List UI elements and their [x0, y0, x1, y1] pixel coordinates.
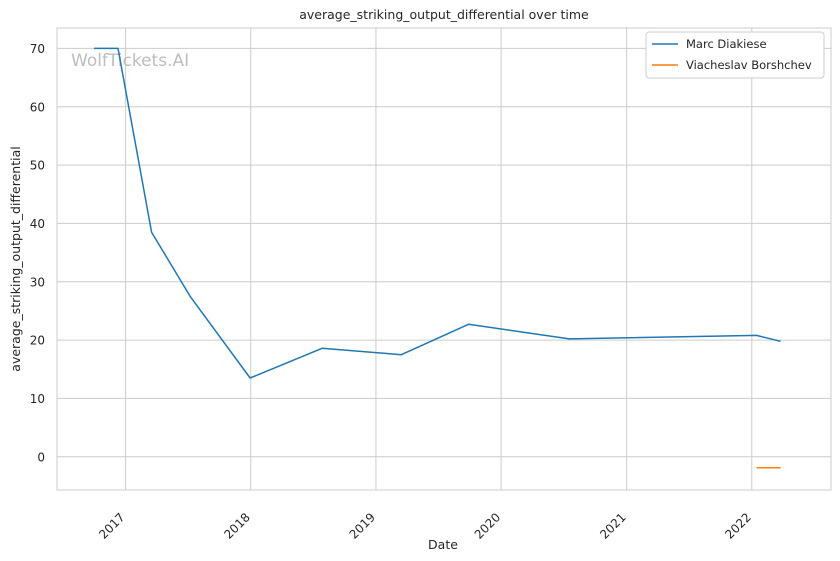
- x-axis-title: Date: [428, 537, 458, 552]
- series-line: [94, 47, 781, 379]
- y-tick-label: 50: [30, 159, 45, 173]
- y-tick-label: 30: [30, 275, 45, 289]
- y-tick-label: 10: [30, 392, 45, 406]
- y-axis-title: average_striking_output_differential: [8, 146, 23, 371]
- x-tick-label: 2018: [221, 510, 252, 541]
- x-tick-label: 2021: [597, 510, 628, 541]
- series-lines: [94, 47, 781, 469]
- legend: Marc Diakiese Viacheslav Borshchev: [645, 31, 825, 79]
- legend-box: [645, 31, 825, 79]
- x-axis-ticks: 2017 2018 2019 2020 2021 2022: [96, 510, 754, 541]
- x-tick-label: 2019: [347, 510, 378, 541]
- y-axis-ticks: 0 10 20 30 40 50 60 70: [30, 42, 45, 464]
- plot-background: [57, 28, 831, 490]
- legend-label: Marc Diakiese: [686, 37, 767, 51]
- y-tick-label: 0: [37, 450, 45, 464]
- y-tick-label: 70: [30, 42, 45, 56]
- y-tick-label: 60: [30, 100, 45, 114]
- plot-frame: [56, 27, 832, 491]
- y-tick-label: 40: [30, 217, 45, 231]
- x-tick-label: 2022: [722, 510, 753, 541]
- legend-label: Viacheslav Borshchev: [686, 58, 812, 72]
- chart-title: average_striking_output_differential ove…: [299, 7, 589, 22]
- x-tick-label: 2020: [472, 510, 503, 541]
- grid-lines: [57, 28, 831, 490]
- y-tick-label: 20: [30, 334, 45, 348]
- x-tick-label: 2017: [96, 510, 127, 541]
- watermark: WolfTickets.AI: [71, 51, 189, 71]
